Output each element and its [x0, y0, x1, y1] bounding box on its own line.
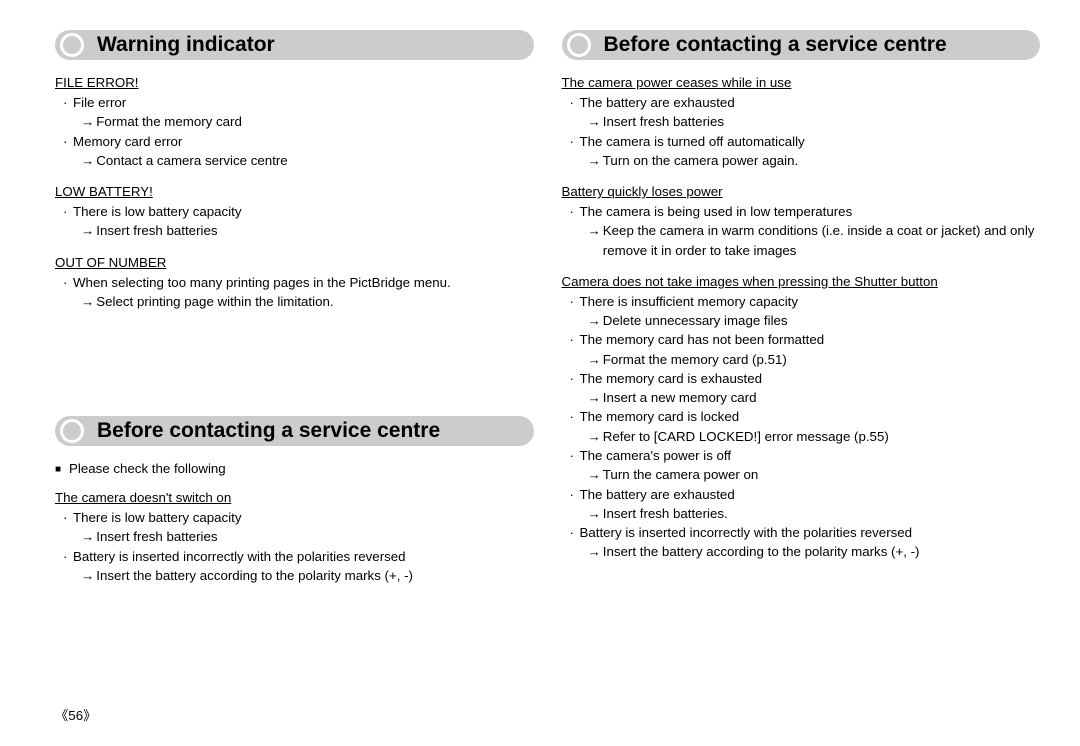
item-text: The camera's power is off [580, 446, 1041, 465]
body-item: ·Memory card error [55, 132, 534, 151]
item-text: Battery is inserted incorrectly with the… [580, 523, 1041, 542]
body-item: ·The memory card has not been formatted [562, 330, 1041, 349]
subheader-camera-on: The camera doesn't switch on [55, 490, 534, 505]
body-item: ·The memory card is locked [562, 407, 1041, 426]
subheader-low-battery: LOW BATTERY! [55, 184, 534, 199]
arrow-text: Contact a camera service centre [96, 151, 533, 170]
body-item: ·There is low battery capacity [55, 508, 534, 527]
check-text: Please check the following [69, 461, 226, 478]
item-text: There is insufficient memory capacity [580, 292, 1041, 311]
body-item: ·The battery are exhausted [562, 485, 1041, 504]
section-header-warning: Warning indicator [55, 30, 534, 60]
body-item: ·File error [55, 93, 534, 112]
body-arrow: →Format the memory card (p.51) [562, 350, 1041, 369]
body-arrow: →Insert the battery according to the pol… [562, 542, 1041, 561]
arrow-text: Insert fresh batteries [96, 527, 533, 546]
item-text: Memory card error [73, 132, 534, 151]
body-item: ·There is low battery capacity [55, 202, 534, 221]
body-item: ·Battery is inserted incorrectly with th… [55, 547, 534, 566]
page-number: 《56》 [55, 705, 96, 724]
body-item: ·There is insufficient memory capacity [562, 292, 1041, 311]
body-item: ·The camera's power is off [562, 446, 1041, 465]
body-arrow: →Turn on the camera power again. [562, 151, 1041, 170]
arrow-text: Select printing page within the limitati… [96, 292, 533, 311]
arrow-text: Keep the camera in warm conditions (i.e.… [603, 221, 1040, 260]
check-line: ■Please check the following [55, 461, 534, 478]
body-arrow: →Insert a new memory card [562, 388, 1041, 407]
arrow-text: Insert fresh batteries [96, 221, 533, 240]
item-text: The memory card has not been formatted [580, 330, 1041, 349]
right-column: Before contacting a service centre The c… [562, 30, 1041, 716]
body-arrow: →Format the memory card [55, 112, 534, 131]
header-title: Warning indicator [97, 33, 275, 57]
body-item: ·The camera is being used in low tempera… [562, 202, 1041, 221]
header-title: Before contacting a service centre [97, 419, 440, 443]
body-arrow: →Contact a camera service centre [55, 151, 534, 170]
subheader-no-images: Camera does not take images when pressin… [562, 274, 1041, 289]
arrow-text: Insert fresh batteries. [603, 504, 1040, 523]
body-item: ·The camera is turned off automatically [562, 132, 1041, 151]
arrow-text: Refer to [CARD LOCKED!] error message (p… [603, 427, 1040, 446]
header-bullet-icon [567, 33, 591, 57]
item-text: File error [73, 93, 534, 112]
arrow-text: Insert fresh batteries [603, 112, 1040, 131]
subheader-battery-loses: Battery quickly loses power [562, 184, 1041, 199]
item-text: The memory card is exhausted [580, 369, 1041, 388]
arrow-text: Turn on the camera power again. [603, 151, 1040, 170]
arrow-text: Insert the battery according to the pola… [603, 542, 1040, 561]
body-arrow: →Delete unnecessary image files [562, 311, 1041, 330]
body-item: ·When selecting too many printing pages … [55, 273, 534, 292]
body-item: ·The memory card is exhausted [562, 369, 1041, 388]
body-item: ·The battery are exhausted [562, 93, 1041, 112]
body-arrow: →Insert fresh batteries [55, 221, 534, 240]
body-arrow: →Keep the camera in warm conditions (i.e… [562, 221, 1041, 260]
body-item: ·Battery is inserted incorrectly with th… [562, 523, 1041, 542]
item-text: The memory card is locked [580, 407, 1041, 426]
header-bullet-icon [60, 419, 84, 443]
item-text: The camera is turned off automatically [580, 132, 1041, 151]
arrow-text: Delete unnecessary image files [603, 311, 1040, 330]
item-text: When selecting too many printing pages i… [73, 273, 534, 292]
body-arrow: →Refer to [CARD LOCKED!] error message (… [562, 427, 1041, 446]
arrow-text: Format the memory card (p.51) [603, 350, 1040, 369]
section-header-service-right: Before contacting a service centre [562, 30, 1041, 60]
manual-page: Warning indicator FILE ERROR! ·File erro… [0, 0, 1080, 746]
body-arrow: →Insert the battery according to the pol… [55, 566, 534, 585]
item-text: There is low battery capacity [73, 202, 534, 221]
item-text: The battery are exhausted [580, 93, 1041, 112]
item-text: The battery are exhausted [580, 485, 1041, 504]
body-arrow: →Turn the camera power on [562, 465, 1041, 484]
section-header-service-left: Before contacting a service centre [55, 416, 534, 446]
body-arrow: →Select printing page within the limitat… [55, 292, 534, 311]
subheader-out-of-number: OUT OF NUMBER [55, 255, 534, 270]
item-text: There is low battery capacity [73, 508, 534, 527]
body-arrow: →Insert fresh batteries. [562, 504, 1041, 523]
arrow-text: Turn the camera power on [603, 465, 1040, 484]
left-column: Warning indicator FILE ERROR! ·File erro… [55, 30, 534, 716]
arrow-text: Format the memory card [96, 112, 533, 131]
arrow-text: Insert a new memory card [603, 388, 1040, 407]
body-arrow: →Insert fresh batteries [562, 112, 1041, 131]
body-arrow: →Insert fresh batteries [55, 527, 534, 546]
item-text: Battery is inserted incorrectly with the… [73, 547, 534, 566]
header-title: Before contacting a service centre [604, 33, 947, 57]
subheader-power-ceases: The camera power ceases while in use [562, 75, 1041, 90]
item-text: The camera is being used in low temperat… [580, 202, 1041, 221]
subheader-file-error: FILE ERROR! [55, 75, 534, 90]
header-bullet-icon [60, 33, 84, 57]
arrow-text: Insert the battery according to the pola… [96, 566, 533, 585]
